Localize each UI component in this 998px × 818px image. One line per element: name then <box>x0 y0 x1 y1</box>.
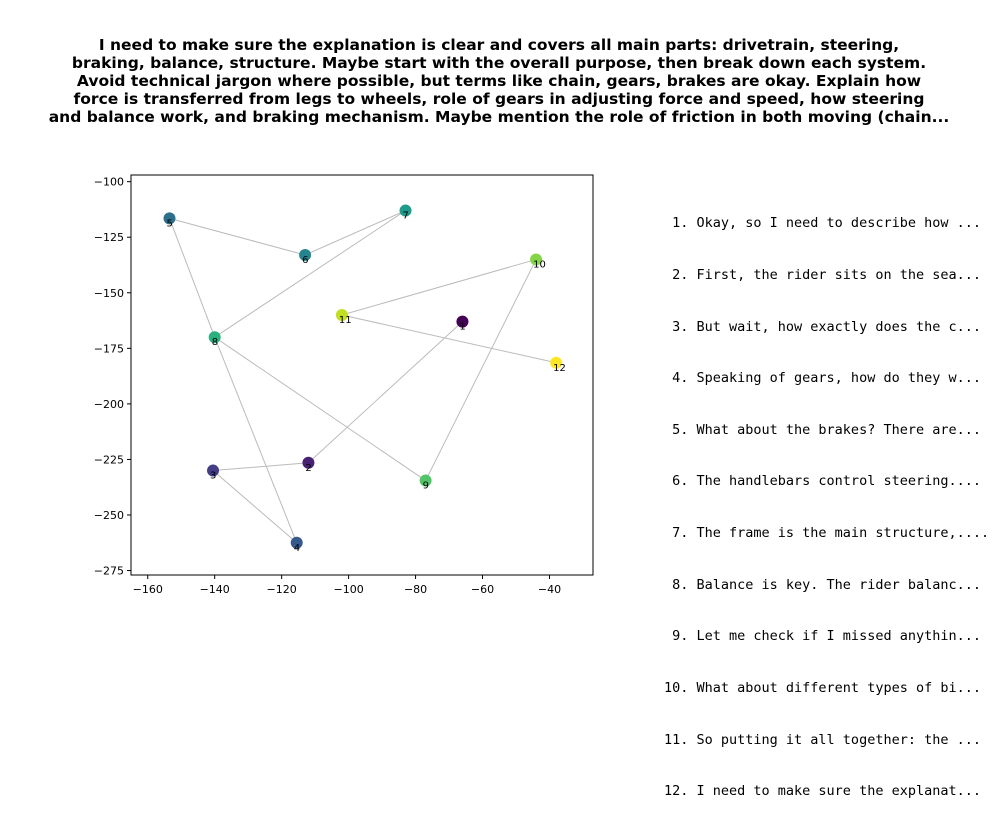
step-item: 5. What about the brakes? There are... <box>664 421 981 438</box>
step-item: 1. Okay, so I need to describe how ... <box>664 215 981 232</box>
data-point <box>419 474 432 487</box>
x-tick-label: −100 <box>333 583 363 596</box>
x-tick-label: −60 <box>471 583 494 596</box>
x-tick-label: −140 <box>200 583 230 596</box>
point-label: 4 <box>294 543 300 554</box>
point-label: 10 <box>533 259 546 270</box>
edge-line <box>214 337 298 543</box>
data-point <box>290 536 303 549</box>
point-label: 3 <box>210 471 216 482</box>
step-item: 2. First, the rider sits on the sea... <box>664 267 981 284</box>
data-point <box>207 464 220 477</box>
title-line: and balance work, and braking mechanism.… <box>48 108 950 126</box>
y-tick-label: −125 <box>94 231 124 244</box>
step-item: 8. Balance is key. The rider balanc... <box>664 576 981 593</box>
x-tick-label: −40 <box>538 583 561 596</box>
step-item: 11. So putting it all together: the ... <box>664 731 981 748</box>
point-label: 6 <box>302 255 308 266</box>
title-line: force is transferred from legs to wheels… <box>73 90 925 108</box>
data-point <box>456 315 469 328</box>
step-item: 12. I need to make sure the explanat... <box>664 783 981 800</box>
point-label: 11 <box>339 315 352 326</box>
data-point <box>399 204 412 217</box>
y-tick-label: −175 <box>94 342 124 355</box>
edge-line <box>341 314 557 364</box>
edge-line <box>308 321 463 464</box>
edge-layer <box>169 210 557 544</box>
title-line: I need to make sure the explanation is c… <box>98 36 900 54</box>
plot-frame <box>130 174 594 576</box>
data-point <box>335 309 348 321</box>
step-item: 3. But wait, how exactly does the c... <box>664 318 981 335</box>
edge-line <box>169 218 216 338</box>
data-point <box>530 253 543 266</box>
data-point <box>208 331 221 344</box>
y-tick-label: −225 <box>94 453 124 466</box>
step-item: 6. The handlebars control steering.... <box>664 473 981 490</box>
point-label: 8 <box>212 337 218 348</box>
step-item: 4. Speaking of gears, how do they w... <box>664 370 981 387</box>
edge-line <box>212 470 298 544</box>
data-point <box>550 356 563 369</box>
point-label: 12 <box>553 363 566 374</box>
x-tick-label: −160 <box>133 583 163 596</box>
data-point <box>302 456 315 469</box>
edge-line <box>169 217 306 256</box>
point-label: 5 <box>167 218 173 229</box>
y-tick-label: −250 <box>94 509 124 522</box>
y-axis: −100 −125 −150 −175 −200 −225 −250 −275 <box>94 176 131 578</box>
edge-line <box>304 210 406 256</box>
data-point <box>299 249 312 261</box>
y-tick-label: −200 <box>94 398 124 411</box>
x-tick-label: −80 <box>404 583 427 596</box>
point-label: 9 <box>423 481 429 492</box>
edge-line <box>425 259 537 481</box>
step-item: 9. Let me check if I missed anythin... <box>664 628 981 645</box>
step-item: 7. The frame is the main structure,.... <box>664 525 990 542</box>
point-label: 1 <box>459 322 465 333</box>
point-layer <box>163 204 563 549</box>
edge-line <box>214 210 406 338</box>
step-item: 10. What about different types of bi... <box>664 679 981 696</box>
x-tick-label: −120 <box>267 583 297 596</box>
figure-title: I need to make sure the explanation is c… <box>0 36 998 126</box>
y-tick-label: −100 <box>94 176 124 189</box>
edge-line <box>341 258 537 316</box>
point-label: 7 <box>403 211 409 222</box>
point-label: 2 <box>305 463 311 474</box>
y-tick-label: −275 <box>94 565 124 578</box>
step-list: 1. Okay, so I need to describe how ... 2… <box>664 181 989 818</box>
data-point <box>163 212 176 225</box>
x-axis: −160 −140 −120 −100 −80 −60 −40 <box>133 575 561 596</box>
title-line: braking, balance, structure. Maybe start… <box>71 54 927 72</box>
y-tick-label: −150 <box>94 287 124 300</box>
title-line: Avoid technical jargon where possible, b… <box>76 72 922 90</box>
edge-line <box>212 462 309 472</box>
edge-line <box>214 336 426 481</box>
